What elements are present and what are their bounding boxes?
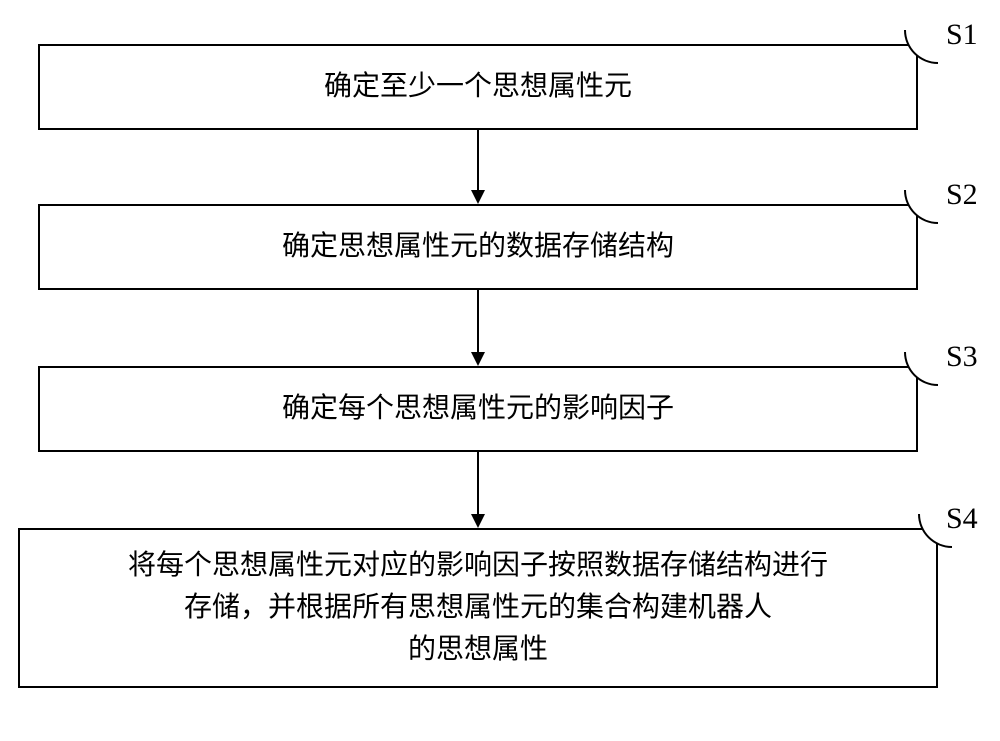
flow-step-s1: 确定至少一个思想属性元 — [38, 44, 918, 130]
flow-step-s2: 确定思想属性元的数据存储结构 — [38, 204, 918, 290]
step-label-s2: S2 — [946, 178, 978, 212]
arrow-s2-s3 — [468, 290, 488, 366]
arrow-s1-s2 — [468, 130, 488, 204]
flow-step-s2-text: 确定思想属性元的数据存储结构 — [282, 226, 674, 268]
flow-step-s4-line3: 的思想属性 — [408, 629, 548, 671]
flow-step-s4: 将每个思想属性元对应的影响因子按照数据存储结构进行 存储，并根据所有思想属性元的… — [18, 528, 938, 688]
step-label-s3: S3 — [946, 340, 978, 374]
flow-step-s3: 确定每个思想属性元的影响因子 — [38, 366, 918, 452]
flow-step-s1-text: 确定至少一个思想属性元 — [324, 66, 632, 108]
arrow-s3-s4 — [468, 452, 488, 528]
flow-step-s3-text: 确定每个思想属性元的影响因子 — [282, 388, 674, 430]
step-label-s4: S4 — [946, 502, 978, 536]
flow-step-s4-line1: 将每个思想属性元对应的影响因子按照数据存储结构进行 — [128, 545, 828, 587]
step-label-s1: S1 — [946, 18, 978, 52]
flow-step-s4-line2: 存储，并根据所有思想属性元的集合构建机器人 — [184, 587, 772, 629]
